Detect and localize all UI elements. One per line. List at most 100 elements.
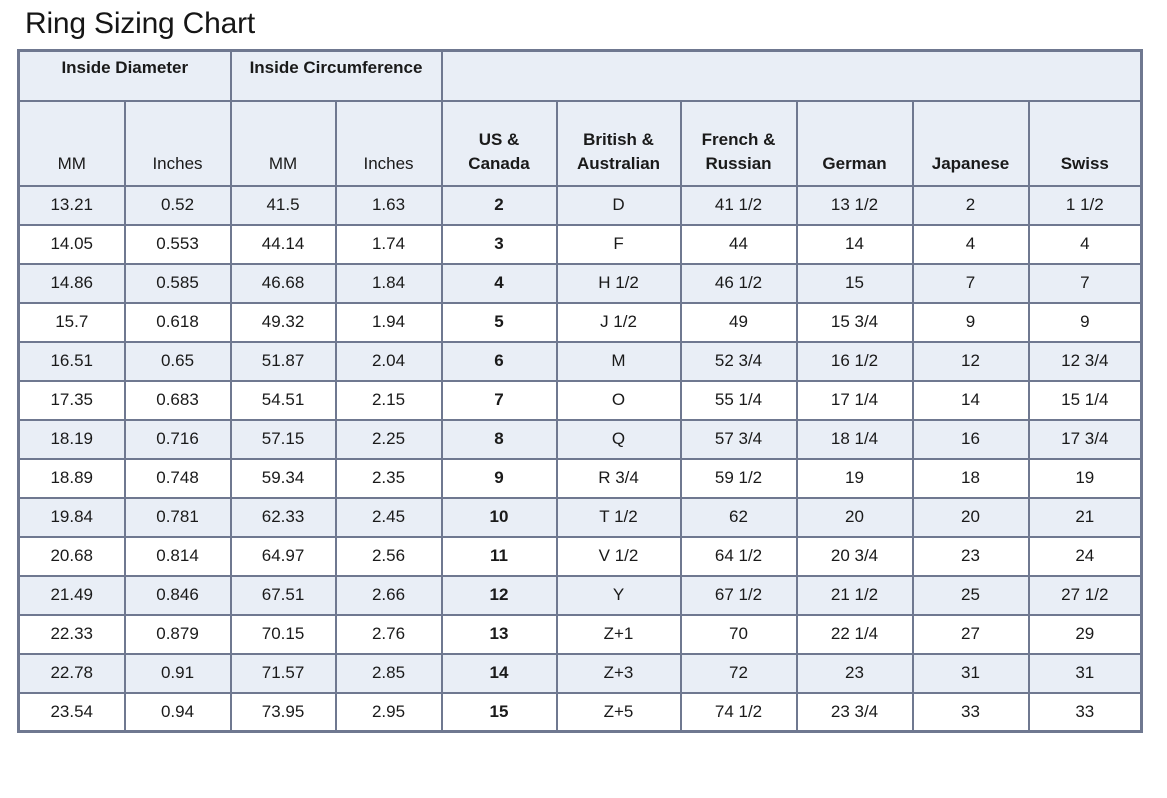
table-cell: 33 [1027, 691, 1143, 733]
table-cell: 1 1/2 [1027, 184, 1143, 226]
table-cell: 0.94 [123, 691, 232, 733]
table-cell: 2.25 [334, 418, 443, 460]
table-cell: 0.781 [123, 496, 232, 538]
table-cell: 19 [1027, 457, 1143, 499]
table-cell: 22.78 [17, 652, 126, 694]
table-row: 23.54 0.94 73.95 2.95 15 Z+5 74 1/2 23 3/4 33 33 [17, 691, 1143, 733]
table-cell: 0.585 [123, 262, 232, 304]
column-header-us-canada: US & Canada [440, 99, 558, 187]
table-cell: 8 [440, 418, 558, 460]
table-cell: F [555, 223, 682, 265]
table-cell: 46 1/2 [679, 262, 798, 304]
table-cell: 23 3/4 [795, 691, 914, 733]
table-cell: V 1/2 [555, 535, 682, 577]
table-cell: 25 [911, 574, 1030, 616]
table-cell: 51.87 [229, 340, 337, 382]
table-cell: 23.54 [17, 691, 126, 733]
table-cell: J 1/2 [555, 301, 682, 343]
table-cell: 71.57 [229, 652, 337, 694]
table-cell: 7 [911, 262, 1030, 304]
table-cell: 55 1/4 [679, 379, 798, 421]
table-cell: T 1/2 [555, 496, 682, 538]
table-cell: 44 [679, 223, 798, 265]
column-header-swiss: Swiss [1027, 99, 1143, 187]
table-cell: 2.95 [334, 691, 443, 733]
table-cell: 2.15 [334, 379, 443, 421]
table-cell: 21.49 [17, 574, 126, 616]
table-cell: 59 1/2 [679, 457, 798, 499]
table-row: 19.84 0.781 62.33 2.45 10 T 1/2 62 20 20 21 [17, 496, 1143, 538]
table-cell: 41 1/2 [679, 184, 798, 226]
table-cell: 54.51 [229, 379, 337, 421]
table-cell: 15.7 [17, 301, 126, 343]
table-cell: 23 [911, 535, 1030, 577]
column-header-japanese: Japanese [911, 99, 1030, 187]
table-cell: 1.94 [334, 301, 443, 343]
column-header-diameter-inches: Inches [123, 99, 232, 187]
table-cell: 2 [440, 184, 558, 226]
table-cell: 49.32 [229, 301, 337, 343]
table-cell: D [555, 184, 682, 226]
table-cell: 64.97 [229, 535, 337, 577]
table-cell: 14.86 [17, 262, 126, 304]
table-cell: 2.35 [334, 457, 443, 499]
ring-sizing-table: Inside Diameter Inside Circumference MM … [17, 49, 1144, 733]
table-cell: 62 [679, 496, 798, 538]
column-header-diameter-mm: MM [17, 99, 126, 187]
table-row: 18.19 0.716 57.15 2.25 8 Q 57 3/4 18 1/4 16 17 3/… [17, 418, 1143, 460]
table-cell: Q [555, 418, 682, 460]
table-cell: 1.74 [334, 223, 443, 265]
table-cell: 4 [440, 262, 558, 304]
table-cell: 74 1/2 [679, 691, 798, 733]
table-cell: 2.66 [334, 574, 443, 616]
table-cell: 24 [1027, 535, 1143, 577]
table-cell: 16.51 [17, 340, 126, 382]
table-cell: 19 [795, 457, 914, 499]
table-cell: 29 [1027, 613, 1143, 655]
table-cell: O [555, 379, 682, 421]
table-cell: 67.51 [229, 574, 337, 616]
table-cell: 10 [440, 496, 558, 538]
table-cell: 12 3/4 [1027, 340, 1143, 382]
table-cell: 2.04 [334, 340, 443, 382]
table-cell: 7 [1027, 262, 1143, 304]
page-title: Ring Sizing Chart [25, 7, 256, 40]
table-cell: 6 [440, 340, 558, 382]
table-cell: 62.33 [229, 496, 337, 538]
table-row: 22.78 0.91 71.57 2.85 14 Z+3 72 23 31 31 [17, 652, 1143, 694]
table-cell: 13 1/2 [795, 184, 914, 226]
group-header-empty [440, 49, 1143, 102]
table-cell: 16 1/2 [795, 340, 914, 382]
table-row: 18.89 0.748 59.34 2.35 9 R 3/4 59 1/2 19 18 19 [17, 457, 1143, 499]
table-cell: 46.68 [229, 262, 337, 304]
table-cell: 0.716 [123, 418, 232, 460]
table-cell: 57.15 [229, 418, 337, 460]
table-cell: 57 3/4 [679, 418, 798, 460]
table-cell: 31 [1027, 652, 1143, 694]
table-cell: 20.68 [17, 535, 126, 577]
table-cell: 0.683 [123, 379, 232, 421]
table-cell: 11 [440, 535, 558, 577]
column-header-row: MM Inches MM Inches US & Canada British … [17, 99, 1143, 187]
table-cell: Z+5 [555, 691, 682, 733]
table-cell: 14 [795, 223, 914, 265]
table-cell: Z+1 [555, 613, 682, 655]
table-cell: 0.553 [123, 223, 232, 265]
column-header-german: German [795, 99, 914, 187]
table-cell: 5 [440, 301, 558, 343]
table-cell: 17 3/4 [1027, 418, 1143, 460]
table-cell: 31 [911, 652, 1030, 694]
table-cell: 2.76 [334, 613, 443, 655]
table-cell: Y [555, 574, 682, 616]
group-header-inside-diameter: Inside Diameter [17, 49, 232, 102]
column-header-circumference-mm: MM [229, 99, 337, 187]
table-cell: 14 [911, 379, 1030, 421]
table-row: 14.05 0.553 44.14 1.74 3 F 44 14 4 4 [17, 223, 1143, 265]
table-cell: 2.85 [334, 652, 443, 694]
table-cell: 17 1/4 [795, 379, 914, 421]
table-cell: 13.21 [17, 184, 126, 226]
table-cell: 9 [911, 301, 1030, 343]
table-cell: 15 3/4 [795, 301, 914, 343]
table-row: 13.21 0.52 41.5 1.63 2 D 41 1/2 13 1/2 2 1 1/2 [17, 184, 1143, 226]
table-cell: 20 3/4 [795, 535, 914, 577]
